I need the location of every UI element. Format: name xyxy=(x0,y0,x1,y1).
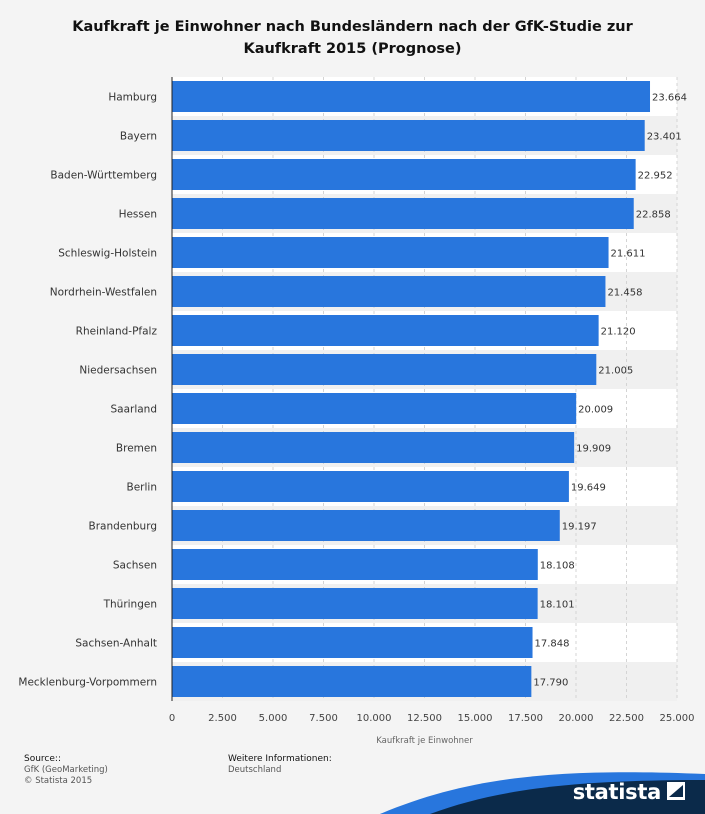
bar[interactable] xyxy=(172,432,575,463)
bar[interactable] xyxy=(172,354,597,385)
x-tick-labels: 0 2.500 5.000 7.500 10.000 12.500 15.000 17.500… xyxy=(169,713,695,724)
category-label: Berlin xyxy=(127,482,157,494)
category-label: Mecklenburg-Vorpommern xyxy=(18,677,157,689)
value-label: 19.197 xyxy=(562,522,597,533)
source-heading: Source:: xyxy=(24,754,61,764)
bar[interactable] xyxy=(172,120,645,151)
bar[interactable] xyxy=(172,159,636,190)
value-label: 23.401 xyxy=(647,132,682,143)
value-label: 22.858 xyxy=(636,210,671,221)
value-label: 21.458 xyxy=(607,288,642,299)
value-label: 21.120 xyxy=(601,327,636,338)
category-label: Bayern xyxy=(120,131,157,143)
value-label: 19.649 xyxy=(571,483,606,494)
x-tick-label: 15.000 xyxy=(458,713,493,724)
info-block: Weitere Informationen: Deutschland xyxy=(228,754,332,776)
value-label: 19.909 xyxy=(576,444,611,455)
category-label: Schleswig-Holstein xyxy=(58,248,157,260)
copyright-line: © Statista 2015 xyxy=(24,776,93,786)
bar[interactable] xyxy=(172,666,532,697)
x-tick-label: 2.500 xyxy=(208,713,237,724)
value-label: 17.848 xyxy=(535,639,570,650)
x-tick-label: 7.500 xyxy=(309,713,338,724)
category-label: Niedersachsen xyxy=(79,365,157,377)
category-label: Baden-Württemberg xyxy=(50,170,157,182)
value-label: 21.611 xyxy=(611,249,646,260)
x-tick-label: 17.500 xyxy=(508,713,543,724)
category-label: Sachsen xyxy=(113,560,157,572)
source-line: GfK (GeoMarketing) xyxy=(24,765,108,775)
bar[interactable] xyxy=(172,237,609,268)
category-labels: Hamburg Bayern Baden-Württemberg Hessen Schl… xyxy=(18,92,157,689)
x-tick-label: 10.000 xyxy=(357,713,392,724)
bar[interactable] xyxy=(172,81,651,112)
bar[interactable] xyxy=(172,510,560,541)
bar[interactable] xyxy=(172,393,577,424)
category-label: Saarland xyxy=(110,404,157,416)
statista-logo-text[interactable]: statista xyxy=(572,780,662,804)
value-label: 21.005 xyxy=(598,366,633,377)
category-label: Brandenburg xyxy=(88,521,157,533)
bar[interactable] xyxy=(172,627,533,658)
category-label: Thüringen xyxy=(103,599,157,611)
value-labels: 23.664 23.401 22.952 22.858 21.611 21.458 21.1… xyxy=(533,93,687,689)
bar[interactable] xyxy=(172,549,538,580)
x-axis-label: Kaufkraft je Einwohner xyxy=(376,736,473,746)
x-tick-label: 12.500 xyxy=(407,713,442,724)
bar[interactable] xyxy=(172,471,569,502)
value-label: 23.664 xyxy=(652,93,687,104)
category-label: Rheinland-Pfalz xyxy=(76,326,158,338)
x-tick-label: 20.000 xyxy=(559,713,594,724)
bar[interactable] xyxy=(172,198,634,229)
value-label: 18.101 xyxy=(540,600,575,611)
x-tick-label: 5.000 xyxy=(259,713,288,724)
category-label: Bremen xyxy=(116,443,157,455)
info-heading: Weitere Informationen: xyxy=(228,754,332,764)
value-label: 17.790 xyxy=(533,678,568,689)
bar[interactable] xyxy=(172,588,538,619)
category-label: Sachsen-Anhalt xyxy=(75,638,157,650)
category-label: Hamburg xyxy=(108,92,157,104)
statista-banner: statista xyxy=(0,754,705,814)
source-block: Source:: GfK (GeoMarketing) © Statista 2… xyxy=(24,754,108,787)
value-label: 22.952 xyxy=(638,171,673,182)
statista-logo-icon xyxy=(667,782,685,800)
category-label: Nordrhein-Westfalen xyxy=(50,287,157,299)
category-label: Hessen xyxy=(119,209,157,221)
bar[interactable] xyxy=(172,276,606,307)
value-label: 20.009 xyxy=(578,405,613,416)
banner-dark-swoosh xyxy=(430,780,705,814)
x-tick-label: 0 xyxy=(169,713,175,724)
bar[interactable] xyxy=(172,315,599,346)
x-tick-label: 22.500 xyxy=(609,713,644,724)
value-label: 18.108 xyxy=(540,561,575,572)
info-line: Deutschland xyxy=(228,765,282,775)
chart-title: Kaufkraft je Einwohner nach Bundesländer… xyxy=(72,19,633,57)
x-tick-label: 25.000 xyxy=(660,713,695,724)
bars xyxy=(172,81,651,697)
